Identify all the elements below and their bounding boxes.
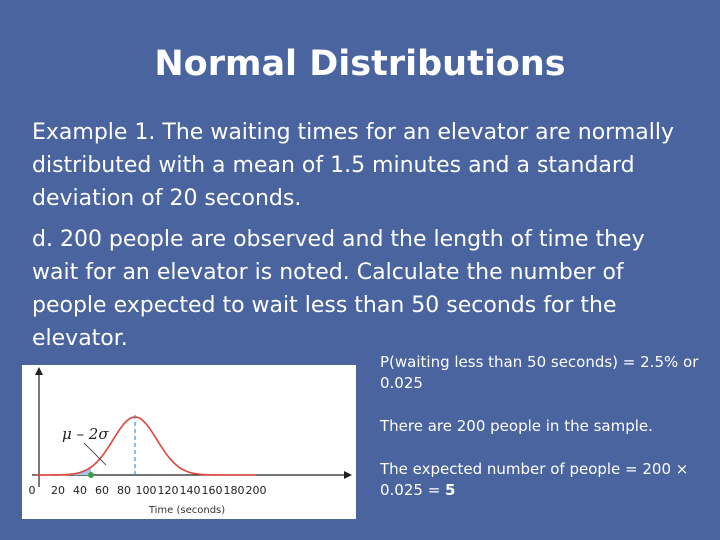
x-axis-arrow (344, 471, 352, 479)
x-tick-label: 100 (136, 484, 157, 497)
x-tick-label: 80 (117, 484, 131, 497)
x-tick-label: 180 (224, 484, 245, 497)
x-tick-labels: 0 20 40 60 80 100 120 140 160 180 200 (29, 484, 267, 497)
example-paragraph: Example 1. The waiting times for an elev… (32, 120, 674, 211)
x-tick-label: 140 (180, 484, 201, 497)
x-tick-label: 20 (51, 484, 65, 497)
x-tick-label: 0 (29, 484, 36, 497)
expected-answer: 5 (445, 481, 456, 499)
normal-curve-figure: μ – 2σ 0 20 40 60 80 100 120 140 160 180 200 Time … (22, 365, 356, 519)
y-axis-arrow (35, 367, 43, 375)
sample-note: There are 200 people in the sample. (380, 417, 653, 435)
shaded-tail (36, 467, 91, 475)
normal-curve (36, 416, 256, 476)
probability-note: P(waiting less than 50 seconds) = 2.5% o… (380, 353, 699, 392)
x-tick-label: 40 (73, 484, 87, 497)
x-axis-label: Time (seconds) (148, 505, 225, 516)
annotation-label: μ – 2σ (62, 425, 109, 443)
x-tick-label: 200 (246, 484, 267, 497)
expected-note: The expected number of people = 200 × 0.… (380, 459, 710, 501)
slide-title: Normal Distributions (154, 44, 566, 84)
x-tick-label: 160 (202, 484, 223, 497)
mu-minus-2sigma-point (88, 472, 94, 478)
expected-text: The expected number of people = 200 × 0.… (380, 460, 689, 499)
question-paragraph: d. 200 people are observed and the lengt… (32, 227, 645, 351)
slide-body: Example 1. The waiting times for an elev… (32, 116, 692, 363)
x-tick-label: 60 (95, 484, 109, 497)
annotation-leader (83, 442, 107, 466)
normal-curve-chart: μ – 2σ 0 20 40 60 80 100 120 140 160 180 200 Time … (29, 367, 352, 516)
answer-notes: P(waiting less than 50 seconds) = 2.5% o… (380, 352, 710, 523)
x-tick-label: 120 (158, 484, 179, 497)
